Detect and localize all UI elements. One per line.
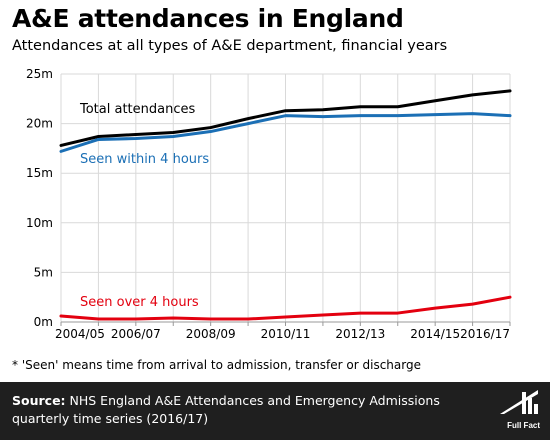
x-tick-label: 2014/15	[410, 327, 460, 341]
line-chart: 0m 5m 10m 15m 20m 25m 2004/05 2006/07 2008/09 201…	[26, 67, 512, 341]
y-tick-label: 10m	[26, 216, 53, 230]
footer-bar: Source: NHS England A&E Attendances and …	[0, 382, 550, 440]
series-label-2: Seen within 4 hours	[80, 152, 209, 167]
chart-title: A&E attendances in England	[12, 4, 404, 33]
series-line-2	[59, 112, 512, 153]
full-fact-logo: Full Fact	[500, 390, 540, 430]
source-label: Source:	[12, 393, 66, 408]
y-tick-label: 20m	[26, 117, 53, 131]
x-tick-label: 2012/13	[335, 327, 385, 341]
y-tick-label: 25m	[26, 67, 53, 81]
series-line-3	[59, 295, 512, 321]
x-tick-label: 2006/07	[111, 327, 161, 341]
y-tick-label: 5m	[34, 265, 53, 279]
source-text: Source: NHS England A&E Attendances and …	[12, 392, 482, 428]
x-tick-label: 2004/05	[55, 327, 105, 341]
footnote: * 'Seen' means time from arrival to admi…	[12, 358, 421, 372]
y-tick-label: 0m	[34, 315, 53, 329]
chart-subtitle: Attendances at all types of A&E departme…	[12, 38, 448, 54]
series-line-1	[59, 89, 512, 147]
x-tick-label: 2010/11	[261, 327, 311, 341]
y-tick-label: 15m	[26, 166, 53, 180]
x-tick-label: 2008/09	[186, 327, 236, 341]
series-label-1: Total attendances	[79, 102, 195, 117]
series-label-3: Seen over 4 hours	[80, 295, 199, 310]
logo-wordmark: Full Fact	[507, 421, 540, 430]
source-body: NHS England A&E Attendances and Emergenc…	[12, 393, 440, 426]
x-tick-label: 2016/17	[460, 327, 510, 341]
